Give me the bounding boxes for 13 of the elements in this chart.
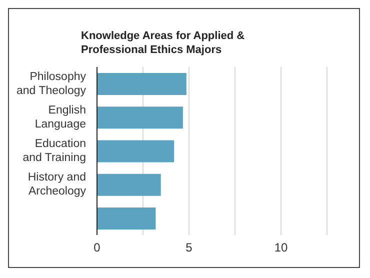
bar <box>97 174 161 196</box>
x-tick-label: 5 <box>186 240 193 255</box>
bar <box>97 140 174 162</box>
chart-title: Knowledge Areas for Applied & Professional Ethics Majors <box>80 29 246 58</box>
bar <box>97 73 186 96</box>
y-tick-label: History and Archeology <box>28 172 86 198</box>
bar <box>97 207 156 230</box>
y-tick-label: English Language <box>34 104 86 130</box>
x-tick-label: 0 <box>94 240 101 255</box>
y-tick-label: Philosophy and Theology <box>16 70 86 97</box>
bar <box>97 106 183 129</box>
y-tick-label: Education and Training <box>22 138 86 164</box>
x-tick-label: 10 <box>274 240 288 255</box>
